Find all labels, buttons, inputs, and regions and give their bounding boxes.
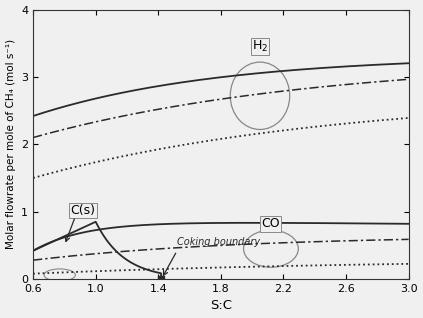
- Text: C(s): C(s): [71, 204, 96, 217]
- Text: H$_2$: H$_2$: [252, 39, 268, 54]
- Y-axis label: Molar flowrate per mole of CH₄ (mol s⁻¹): Molar flowrate per mole of CH₄ (mol s⁻¹): [5, 39, 16, 249]
- Text: Coking boundary: Coking boundary: [177, 237, 260, 247]
- X-axis label: S:C: S:C: [210, 300, 232, 313]
- Text: CO: CO: [261, 217, 280, 230]
